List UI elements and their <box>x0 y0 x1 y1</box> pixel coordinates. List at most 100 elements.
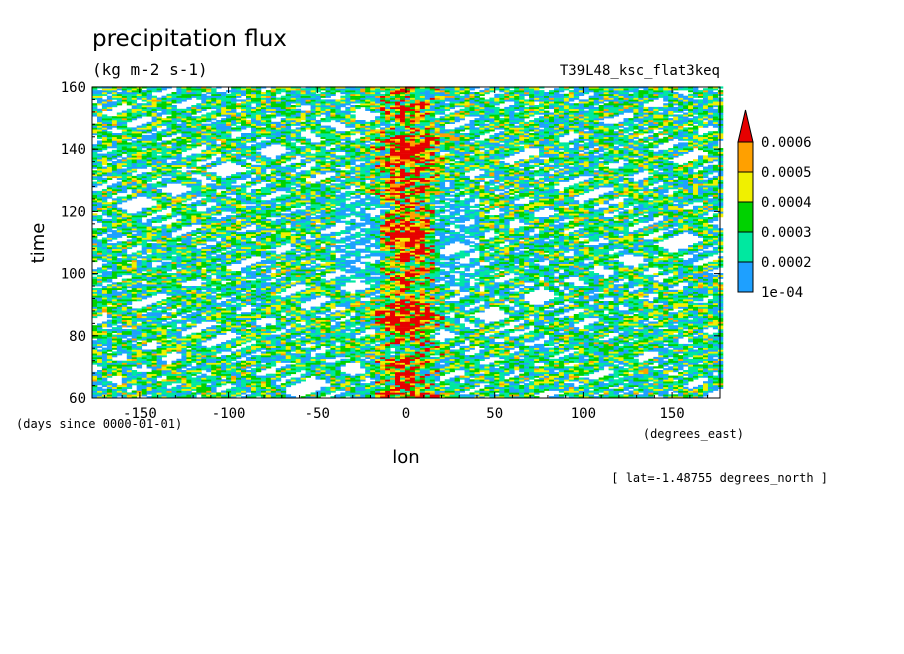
heatmap-cell <box>106 338 113 341</box>
heatmap-cell <box>439 355 446 358</box>
heatmap-cell <box>653 370 659 373</box>
heatmap-cell <box>703 388 709 391</box>
heatmap-cell <box>653 323 659 326</box>
heatmap-cell <box>678 384 684 388</box>
heatmap-cell <box>360 384 366 388</box>
heatmap-cell <box>231 351 237 354</box>
heatmap-cell <box>578 338 585 341</box>
heatmap-cell <box>653 345 659 348</box>
heatmap-cell <box>181 336 187 339</box>
heatmap-cell <box>196 386 202 389</box>
heatmap-cell <box>166 321 172 324</box>
heatmap-cell <box>424 381 431 384</box>
heatmap-cell <box>251 317 257 320</box>
heatmap-cell <box>385 379 391 382</box>
heatmap-cell <box>305 315 311 319</box>
heatmap-cell <box>509 370 515 373</box>
heatmap-cell <box>111 323 118 326</box>
heatmap-cell <box>251 319 257 322</box>
heatmap-cell <box>583 353 590 356</box>
heatmap-cell <box>469 362 475 365</box>
heatmap-cell <box>191 319 197 322</box>
heatmap-cell <box>385 330 391 333</box>
heatmap-cell <box>638 317 644 320</box>
heatmap-cell <box>325 343 331 347</box>
heatmap-cell <box>688 323 694 326</box>
heatmap-cell <box>151 358 157 361</box>
heatmap-cell <box>663 321 669 324</box>
heatmap-cell <box>489 336 495 339</box>
heatmap-cell <box>414 386 421 389</box>
heatmap-cell <box>320 373 326 376</box>
heatmap-cell <box>444 362 451 365</box>
heatmap-cell <box>305 366 311 369</box>
heatmap-cell <box>608 329 614 332</box>
heatmap-cell <box>350 317 356 320</box>
heatmap-cell <box>474 366 480 369</box>
heatmap-cell <box>246 390 252 393</box>
heatmap-cell <box>246 360 252 363</box>
heatmap-cell <box>246 312 252 315</box>
heatmap-cell <box>424 392 431 395</box>
heatmap-cell <box>280 386 287 389</box>
heatmap-cell <box>136 347 143 350</box>
heatmap-cell <box>618 321 624 324</box>
heatmap-cell <box>549 342 555 345</box>
heatmap-cell <box>325 388 331 391</box>
heatmap-cell <box>201 312 207 315</box>
heatmap-cell <box>618 371 624 375</box>
heatmap-cell <box>658 338 664 341</box>
heatmap-cell <box>246 340 252 343</box>
heatmap-cell <box>191 379 197 382</box>
heatmap-cell <box>290 340 297 343</box>
heatmap-cell <box>305 356 311 360</box>
heatmap-cell <box>479 381 485 384</box>
heatmap-cell <box>404 345 411 348</box>
heatmap-cell <box>141 330 148 333</box>
heatmap-cell <box>603 386 609 389</box>
heatmap-cell <box>484 342 490 345</box>
heatmap-cell <box>310 334 316 337</box>
heatmap-cell <box>166 336 172 339</box>
heatmap-cell <box>712 340 719 343</box>
heatmap-cell <box>146 336 152 339</box>
heatmap-cell <box>310 362 316 365</box>
heatmap-cell <box>265 334 272 337</box>
heatmap-cell <box>424 362 431 365</box>
heatmap-cell <box>161 351 167 354</box>
heatmap-cell <box>196 310 202 313</box>
heatmap-cell <box>111 342 118 345</box>
heatmap-cell <box>444 364 451 367</box>
heatmap-cell <box>345 394 351 397</box>
heatmap-cell <box>231 345 237 348</box>
heatmap-cell <box>534 317 540 320</box>
heatmap-cell <box>479 343 485 347</box>
heatmap-cell <box>519 381 525 384</box>
heatmap-cell <box>136 366 143 369</box>
heatmap-cell <box>429 314 436 317</box>
heatmap-cell <box>121 360 128 363</box>
heatmap-cell <box>618 381 624 384</box>
heatmap-cell <box>330 329 336 332</box>
heatmap-cell <box>444 358 451 361</box>
heatmap-cell <box>653 379 659 382</box>
heatmap-cell <box>499 355 505 358</box>
heatmap-cell <box>717 360 724 363</box>
heatmap-cell <box>648 379 654 382</box>
heatmap-cell <box>409 383 416 386</box>
heatmap-cell <box>345 327 351 330</box>
heatmap-cell <box>419 323 426 326</box>
heatmap-cell <box>111 360 118 363</box>
heatmap-cell <box>226 356 232 360</box>
heatmap-cell <box>539 323 545 326</box>
heatmap-cell <box>598 377 605 380</box>
heatmap-cell <box>280 345 287 348</box>
heatmap-cell <box>380 370 386 373</box>
heatmap-cell <box>638 329 644 332</box>
heatmap-cell <box>484 375 490 378</box>
heatmap-cell <box>166 317 172 320</box>
heatmap-cell <box>121 314 128 317</box>
heatmap-cell <box>211 392 217 395</box>
heatmap-cell <box>419 358 426 361</box>
heatmap-cell <box>365 360 371 363</box>
